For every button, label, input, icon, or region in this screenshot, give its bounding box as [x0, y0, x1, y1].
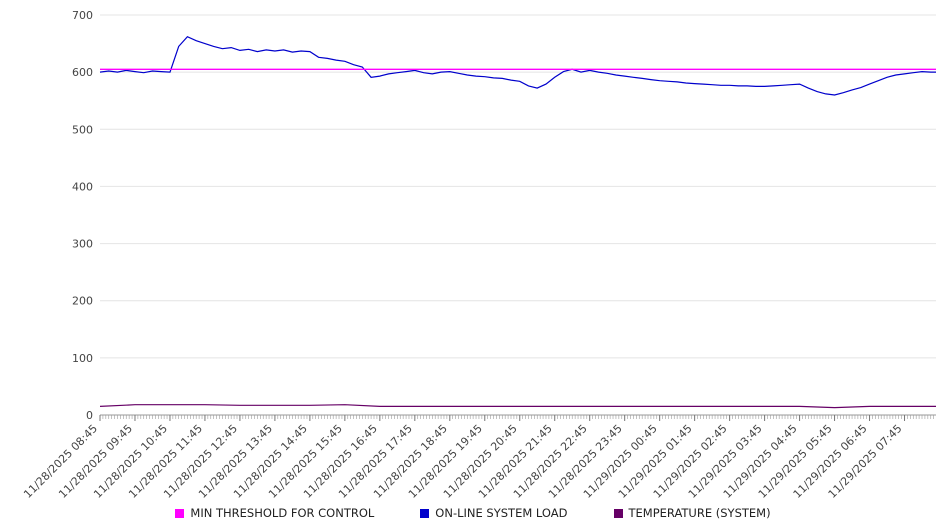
legend-label-min-threshold: MIN THRESHOLD FOR CONTROL — [190, 506, 375, 520]
y-tick-label: 700 — [72, 9, 93, 22]
y-tick-label: 200 — [72, 295, 93, 308]
y-tick-label: 0 — [86, 409, 93, 422]
y-tick-label: 100 — [72, 352, 93, 365]
legend-label-system-load: ON-LINE SYSTEM LOAD — [435, 506, 568, 520]
legend-item-temperature[interactable]: TEMPERATURE (SYSTEM) — [613, 506, 771, 520]
y-tick-label: 300 — [72, 238, 93, 251]
legend-swatch-temperature-icon — [613, 508, 623, 518]
legend-label-temperature: TEMPERATURE (SYSTEM) — [628, 506, 771, 520]
series-line-2 — [99, 404, 936, 409]
series-line-1 — [99, 35, 936, 96]
legend-item-system-load[interactable]: ON-LINE SYSTEM LOAD — [420, 506, 568, 520]
y-tick-label: 500 — [72, 123, 93, 136]
legend-item-min-threshold[interactable]: MIN THRESHOLD FOR CONTROL — [175, 506, 374, 520]
legend-swatch-system-load-icon — [420, 508, 430, 518]
legend-swatch-min-threshold-icon — [175, 508, 185, 518]
y-tick-label: 400 — [72, 180, 93, 193]
chart-legend: MIN THRESHOLD FOR CONTROL ON-LINE SYSTEM… — [0, 506, 946, 520]
y-tick-label: 600 — [72, 66, 93, 79]
